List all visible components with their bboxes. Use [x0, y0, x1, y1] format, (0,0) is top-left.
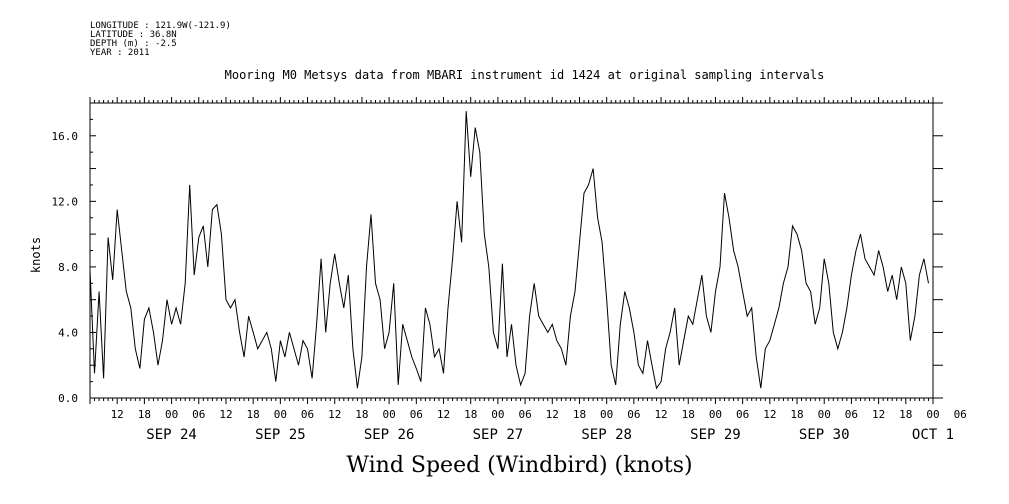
x-hour-tick-label: 18 — [682, 408, 695, 421]
longitude-label: LONGITUDE : 121.9W(-121.9) — [90, 21, 231, 31]
x-hour-tick-label: 12 — [546, 408, 559, 421]
x-hour-tick-label: 18 — [790, 408, 803, 421]
depth-label: DEPTH (m) : -2.5 — [90, 39, 177, 49]
x-hour-tick-label: 00 — [383, 408, 396, 421]
x-hour-tick-label: 06 — [192, 408, 205, 421]
x-day-label: OCT 1 — [912, 427, 954, 443]
plot-frame — [89, 102, 934, 399]
x-day-label: SEP 27 — [473, 427, 524, 443]
metadata-block: LONGITUDE : 121.9W(-121.9) LATITUDE : 36… — [90, 22, 231, 58]
x-hour-tick-label: 00 — [709, 408, 722, 421]
x-hour-tick-label: 18 — [247, 408, 260, 421]
x-day-label: SEP 28 — [581, 427, 632, 443]
x-hour-tick-label: 00 — [818, 408, 831, 421]
x-hour-tick-label: 06 — [627, 408, 640, 421]
x-hour-tick-label: 12 — [328, 408, 341, 421]
x-hour-tick-label: 18 — [899, 408, 912, 421]
x-axis-label: Wind Speed (Windbird) (knots) — [346, 453, 693, 478]
x-hour-tick-label: 18 — [138, 408, 151, 421]
x-hour-tick-label: 06 — [410, 408, 423, 421]
x-hour-tick-label: 00 — [600, 408, 613, 421]
x-hour-tick-label: 06 — [301, 408, 314, 421]
latitude-label: LATITUDE : 36.8N — [90, 30, 177, 40]
y-tick-label: 16.0 — [52, 130, 79, 143]
x-day-label: SEP 25 — [255, 427, 306, 443]
axis-ticks — [89, 97, 943, 404]
axis-labels: 12 18 00 06 12 18 00 06 12 18 00 06 12 18 00 06 12 18 00 06… — [52, 130, 967, 443]
x-hour-tick-label: 18 — [573, 408, 586, 421]
x-hour-tick-label: 00 — [491, 408, 504, 421]
y-tick-label: 8.0 — [58, 261, 78, 274]
x-hour-tick-label: 00 — [165, 408, 178, 421]
x-hour-tick-label: 06 — [845, 408, 858, 421]
x-hour-tick-label: 12 — [219, 408, 232, 421]
x-hour-tick-label: 06 — [518, 408, 531, 421]
series-line-wind-speed — [89, 111, 929, 390]
x-day-label: SEP 29 — [690, 427, 741, 443]
y-tick-label: 0.0 — [58, 392, 78, 405]
x-hour-tick-label: 18 — [355, 408, 368, 421]
y-tick-label: 12.0 — [52, 195, 79, 208]
x-hour-tick-label: 06 — [954, 408, 967, 421]
x-day-label: SEP 26 — [364, 427, 415, 443]
chart-title: Mooring M0 Metsys data from MBARI instru… — [224, 68, 825, 82]
x-hour-tick-label: 12 — [763, 408, 776, 421]
x-day-label: SEP 30 — [799, 427, 850, 443]
x-hour-tick-label: 12 — [437, 408, 450, 421]
x-hour-tick-label: 12 — [872, 408, 885, 421]
x-hour-tick-label: 00 — [926, 408, 939, 421]
x-hour-tick-label: 12 — [654, 408, 667, 421]
x-hour-tick-label: 12 — [111, 408, 124, 421]
x-hour-tick-label: 18 — [464, 408, 477, 421]
year-label: YEAR : 2011 — [90, 48, 150, 58]
x-hour-tick-label: 00 — [274, 408, 287, 421]
y-tick-label: 4.0 — [58, 326, 78, 339]
y-axis-label: knots — [29, 237, 43, 273]
x-hour-tick-label: 06 — [736, 408, 749, 421]
x-day-label: SEP 24 — [146, 427, 197, 443]
